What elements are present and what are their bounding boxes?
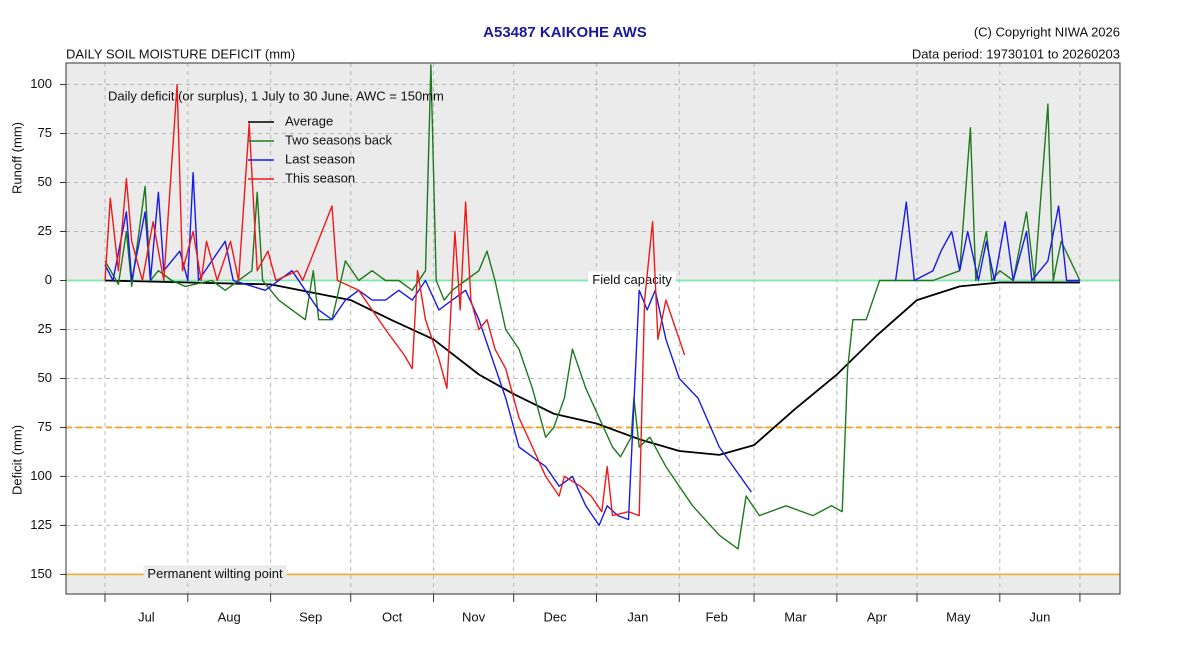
x-tick-label: Feb [705,609,727,624]
annotation: Daily deficit (or surplus), 1 July to 30… [108,88,444,103]
x-tick-label: Oct [382,609,403,624]
chart-title: A53487 KAIKOHE AWS [483,24,647,41]
x-tick-label: Dec [544,609,568,624]
copyright: (C) Copyright NIWA 2026 [974,24,1120,39]
plot-frame [65,62,1121,595]
y-tick-label: 150 [30,566,52,581]
data-period: Data period: 19730101 to 20260203 [912,46,1120,61]
y-axis-title: Runoff (mm) [9,122,24,194]
x-tick-label: Jan [627,609,648,624]
legend-label: This season [285,170,355,185]
y-tick-label: 75 [38,419,52,434]
x-tick-label: Mar [784,609,807,624]
series-line [104,83,686,517]
x-tick-label: Nov [462,609,486,624]
y-tick-label: 50 [38,174,52,189]
y-tick-label: 0 [45,272,52,287]
x-tick-label: Aug [218,609,241,624]
series-line [104,279,1080,456]
x-tick-label: May [946,609,971,624]
y-tick-label: 25 [38,321,52,336]
y-tick-label: 75 [38,125,52,140]
legend-label: Average [285,113,333,128]
series-line [104,172,1080,527]
y-tick-label: 100 [30,76,52,91]
y-axis-title: Deficit (mm) [9,425,24,495]
x-tick-label: Jul [138,609,155,624]
label-background [588,271,676,290]
y-tick-label: 50 [38,370,52,385]
series-line [104,64,1081,550]
y-tick-label: 125 [30,517,52,532]
x-tick-label: Sep [299,609,322,624]
y-tick-label: 100 [30,468,52,483]
reference-label: Permanent wilting point [147,566,283,581]
legend-label: Two seasons back [285,132,392,147]
x-tick-label: Jun [1029,609,1050,624]
below-wilting-zone [66,574,1120,594]
x-tick-label: Apr [867,609,888,624]
legend-label: Last season [285,151,355,166]
subtitle: DAILY SOIL MOISTURE DEFICIT (mm) [66,46,295,61]
reference-label: Field capacity [592,272,672,287]
y-tick-label: 25 [38,223,52,238]
label-background [143,565,287,584]
